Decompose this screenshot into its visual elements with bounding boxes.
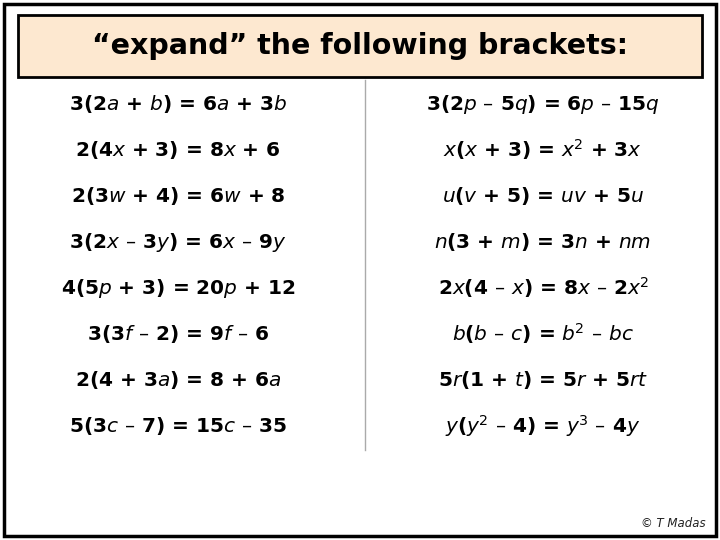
Text: 3(2$\it{x}$ – 3$\it{y}$) = 6$\it{x}$ – 9$\it{y}$: 3(2$\it{x}$ – 3$\it{y}$) = 6$\it{x}$ – 9… bbox=[69, 231, 287, 253]
Text: 3(2$\it{a}$ + $\it{b}$) = 6$\it{a}$ + 3$\it{b}$: 3(2$\it{a}$ + $\it{b}$) = 6$\it{a}$ + 3$… bbox=[69, 93, 287, 115]
Bar bbox=[18, 15, 702, 77]
Text: $\it{b}$($\it{b}$ – $\it{c}$) = $\it{b}$$^2$ – $\it{bc}$: $\it{b}$($\it{b}$ – $\it{c}$) = $\it{b}$… bbox=[452, 321, 634, 347]
Text: $\it{x}$($\it{x}$ + 3) = $\it{x}$$^2$ + 3$\it{x}$: $\it{x}$($\it{x}$ + 3) = $\it{x}$$^2$ + … bbox=[444, 138, 642, 163]
Text: © T Madas: © T Madas bbox=[642, 517, 706, 530]
Text: 5(3$\it{c}$ – 7) = 15$\it{c}$ – 35: 5(3$\it{c}$ – 7) = 15$\it{c}$ – 35 bbox=[69, 415, 287, 437]
Text: $\it{n}$(3 + $\it{m}$) = 3$\it{n}$ + $\it{nm}$: $\it{n}$(3 + $\it{m}$) = 3$\it{n}$ + $\i… bbox=[434, 231, 652, 253]
Text: 3(2$\it{p}$ – 5$\it{q}$) = 6$\it{p}$ – 15$\it{q}$: 3(2$\it{p}$ – 5$\it{q}$) = 6$\it{p}$ – 1… bbox=[426, 92, 660, 116]
Text: $\it{u}$($\it{v}$ + 5) = $\it{uv}$ + 5$\it{u}$: $\it{u}$($\it{v}$ + 5) = $\it{uv}$ + 5$\… bbox=[442, 185, 644, 207]
Text: $\it{y}$($\it{y}$$^2$ – 4) = $\it{y}$$^3$ – 4$\it{y}$: $\it{y}$($\it{y}$$^2$ – 4) = $\it{y}$$^3… bbox=[446, 413, 641, 439]
Text: “expand” the following brackets:: “expand” the following brackets: bbox=[92, 32, 628, 60]
Text: 2(3$\it{w}$ + 4) = 6$\it{w}$ + 8: 2(3$\it{w}$ + 4) = 6$\it{w}$ + 8 bbox=[71, 185, 285, 207]
Text: 2(4 + 3$\it{a}$) = 8 + 6$\it{a}$: 2(4 + 3$\it{a}$) = 8 + 6$\it{a}$ bbox=[75, 369, 282, 391]
Text: 2$\it{x}$(4 – $\it{x}$) = 8$\it{x}$ – 2$\it{x}$$^2$: 2$\it{x}$(4 – $\it{x}$) = 8$\it{x}$ – 2$… bbox=[438, 275, 649, 300]
Text: 4(5$\it{p}$ + 3) = 20$\it{p}$ + 12: 4(5$\it{p}$ + 3) = 20$\it{p}$ + 12 bbox=[60, 276, 295, 300]
Text: 5$\it{r}$(1 + $\it{t}$) = 5$\it{r}$ + 5$\it{rt}$: 5$\it{r}$(1 + $\it{t}$) = 5$\it{r}$ + 5$… bbox=[438, 369, 648, 391]
Text: 2(4$\it{x}$ + 3) = 8$\it{x}$ + 6: 2(4$\it{x}$ + 3) = 8$\it{x}$ + 6 bbox=[75, 139, 281, 161]
Text: 3(3$\it{f}$ – 2) = 9$\it{f}$ – 6: 3(3$\it{f}$ – 2) = 9$\it{f}$ – 6 bbox=[86, 323, 269, 345]
